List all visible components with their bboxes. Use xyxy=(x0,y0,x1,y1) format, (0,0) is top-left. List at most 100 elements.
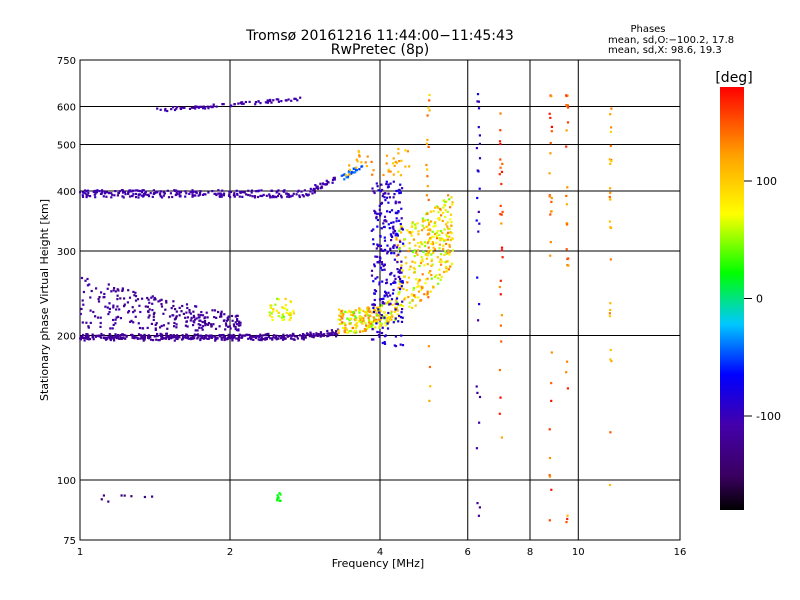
data-point xyxy=(156,107,159,110)
data-point xyxy=(292,192,295,195)
data-point xyxy=(170,307,173,310)
data-point xyxy=(109,334,112,337)
data-point xyxy=(609,431,612,434)
data-point xyxy=(137,333,141,336)
data-point xyxy=(175,310,178,313)
x-tick-label: 8 xyxy=(527,547,533,558)
data-point xyxy=(415,251,418,254)
data-point xyxy=(309,187,312,190)
data-point xyxy=(233,195,236,198)
data-point xyxy=(134,315,137,318)
data-point xyxy=(396,309,399,312)
data-point xyxy=(366,327,369,330)
data-point xyxy=(99,325,102,328)
data-point xyxy=(121,337,124,340)
data-point xyxy=(231,319,234,322)
data-point xyxy=(354,171,357,174)
data-point xyxy=(277,100,280,103)
data-point xyxy=(389,182,392,185)
data-point xyxy=(178,314,181,317)
data-point xyxy=(441,238,444,241)
data-point xyxy=(272,308,275,311)
data-point xyxy=(100,291,103,294)
data-point xyxy=(609,302,612,305)
data-point xyxy=(448,245,451,248)
data-point xyxy=(565,129,568,132)
data-point xyxy=(226,316,229,320)
data-point xyxy=(416,282,419,285)
data-point xyxy=(403,244,406,247)
data-point xyxy=(86,189,90,192)
data-point xyxy=(438,243,441,246)
data-point xyxy=(165,301,168,304)
data-point xyxy=(214,192,217,195)
data-point xyxy=(269,304,272,307)
data-point xyxy=(388,316,391,319)
data-point xyxy=(160,298,163,301)
data-point xyxy=(173,189,177,192)
data-point xyxy=(242,334,246,337)
data-point xyxy=(141,297,144,300)
data-point xyxy=(172,304,175,308)
data-point xyxy=(381,268,384,272)
data-point xyxy=(476,502,479,505)
data-point xyxy=(309,335,312,338)
data-point xyxy=(477,514,480,517)
data-point xyxy=(121,191,125,194)
data-point xyxy=(192,320,195,323)
data-point xyxy=(379,322,382,325)
data-point xyxy=(396,212,399,215)
data-point xyxy=(375,322,378,325)
data-point xyxy=(376,309,379,312)
data-point xyxy=(344,174,348,177)
data-point xyxy=(377,244,380,247)
data-point xyxy=(408,305,411,308)
data-point xyxy=(443,270,446,274)
data-point xyxy=(315,333,318,336)
data-point xyxy=(410,234,413,237)
data-point xyxy=(501,162,504,165)
data-point xyxy=(420,260,423,263)
data-point xyxy=(380,212,383,215)
data-point xyxy=(372,320,375,324)
data-point xyxy=(209,105,212,108)
data-point xyxy=(223,336,226,339)
colorbar-tick-label: 0 xyxy=(756,293,763,306)
data-point xyxy=(160,303,163,306)
data-point xyxy=(567,106,570,109)
data-point xyxy=(247,337,250,340)
data-point xyxy=(565,371,568,374)
data-point xyxy=(218,195,221,198)
data-point xyxy=(274,303,277,306)
data-point xyxy=(404,165,407,168)
data-point xyxy=(500,249,504,252)
data-point xyxy=(196,105,199,108)
data-point xyxy=(404,149,407,152)
data-point xyxy=(220,193,223,196)
data-point xyxy=(137,196,140,199)
data-point xyxy=(358,155,361,158)
data-point xyxy=(500,222,503,225)
data-point xyxy=(394,299,398,302)
data-point xyxy=(411,230,414,233)
data-point xyxy=(343,331,346,334)
data-point xyxy=(224,322,228,325)
data-point xyxy=(319,331,322,334)
data-point xyxy=(499,396,502,399)
data-point xyxy=(351,314,355,317)
data-point xyxy=(340,322,343,325)
data-point xyxy=(420,255,423,259)
data-point xyxy=(402,287,405,290)
data-point xyxy=(231,336,234,340)
data-point xyxy=(378,307,381,310)
data-point xyxy=(381,263,384,266)
data-point xyxy=(295,335,299,338)
data-point xyxy=(444,215,447,219)
data-point xyxy=(175,326,178,329)
data-point xyxy=(401,269,404,272)
data-point xyxy=(436,230,439,233)
data-point xyxy=(133,335,136,338)
data-point xyxy=(328,334,331,337)
data-point xyxy=(118,334,121,337)
data-point xyxy=(343,329,346,332)
